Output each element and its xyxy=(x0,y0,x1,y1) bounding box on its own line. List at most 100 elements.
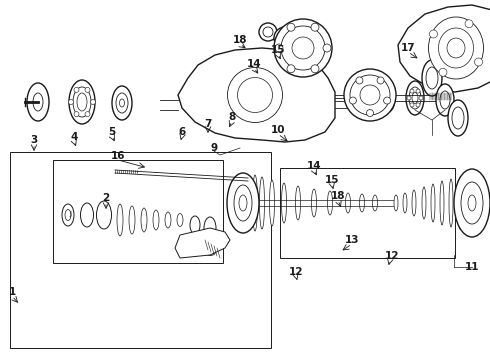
Ellipse shape xyxy=(406,81,424,115)
Ellipse shape xyxy=(129,206,135,234)
Text: 7: 7 xyxy=(204,119,212,129)
Ellipse shape xyxy=(274,27,296,49)
Ellipse shape xyxy=(428,17,484,79)
Ellipse shape xyxy=(80,203,94,227)
Ellipse shape xyxy=(259,23,277,41)
Circle shape xyxy=(367,109,373,117)
Circle shape xyxy=(323,44,331,52)
Ellipse shape xyxy=(263,27,273,37)
Text: 4: 4 xyxy=(70,132,78,142)
Ellipse shape xyxy=(234,185,252,221)
Ellipse shape xyxy=(360,85,380,105)
Ellipse shape xyxy=(281,183,287,223)
Circle shape xyxy=(416,89,420,93)
Circle shape xyxy=(419,96,423,100)
Ellipse shape xyxy=(461,182,483,224)
Ellipse shape xyxy=(452,107,464,129)
Ellipse shape xyxy=(165,212,171,228)
Ellipse shape xyxy=(454,169,490,237)
Ellipse shape xyxy=(403,193,407,213)
Circle shape xyxy=(410,103,414,107)
Text: 5: 5 xyxy=(108,127,116,137)
Ellipse shape xyxy=(141,208,147,232)
Circle shape xyxy=(91,99,96,104)
Ellipse shape xyxy=(422,60,442,96)
Ellipse shape xyxy=(449,179,453,227)
Ellipse shape xyxy=(204,217,216,239)
Ellipse shape xyxy=(436,84,454,116)
Ellipse shape xyxy=(270,180,274,226)
Text: 18: 18 xyxy=(233,35,247,45)
Ellipse shape xyxy=(190,216,200,234)
Text: 16: 16 xyxy=(111,151,125,161)
Ellipse shape xyxy=(439,28,473,68)
Text: 17: 17 xyxy=(401,43,416,53)
Text: 1: 1 xyxy=(8,287,16,297)
Ellipse shape xyxy=(65,210,71,220)
Circle shape xyxy=(416,103,420,107)
Circle shape xyxy=(356,77,363,84)
Ellipse shape xyxy=(381,84,395,112)
Text: 10: 10 xyxy=(271,125,285,135)
Circle shape xyxy=(287,23,295,31)
Ellipse shape xyxy=(350,75,390,115)
Ellipse shape xyxy=(278,32,292,45)
Ellipse shape xyxy=(440,91,450,109)
Ellipse shape xyxy=(77,93,87,111)
Bar xyxy=(53,160,223,263)
Circle shape xyxy=(429,30,438,38)
Text: 8: 8 xyxy=(228,112,236,122)
Ellipse shape xyxy=(372,195,377,211)
Ellipse shape xyxy=(412,93,418,104)
Ellipse shape xyxy=(204,248,216,256)
Ellipse shape xyxy=(327,191,333,215)
Ellipse shape xyxy=(345,193,350,213)
Circle shape xyxy=(349,97,356,104)
Text: 9: 9 xyxy=(210,143,218,153)
Bar xyxy=(280,168,455,258)
Ellipse shape xyxy=(360,194,365,212)
Circle shape xyxy=(69,99,74,104)
Ellipse shape xyxy=(239,195,247,211)
Ellipse shape xyxy=(73,87,91,117)
Ellipse shape xyxy=(196,245,204,251)
Text: 2: 2 xyxy=(102,193,110,203)
Text: 18: 18 xyxy=(331,191,345,201)
Bar xyxy=(10,152,271,348)
Ellipse shape xyxy=(274,19,332,77)
Text: 6: 6 xyxy=(178,127,186,137)
Circle shape xyxy=(407,96,411,100)
Ellipse shape xyxy=(440,181,444,225)
Circle shape xyxy=(465,20,473,28)
Text: 14: 14 xyxy=(307,161,321,171)
Ellipse shape xyxy=(33,93,43,111)
Ellipse shape xyxy=(227,68,283,122)
Ellipse shape xyxy=(394,195,398,211)
Text: 12: 12 xyxy=(385,251,399,261)
Text: 15: 15 xyxy=(271,45,285,55)
Ellipse shape xyxy=(422,187,426,219)
Circle shape xyxy=(85,87,90,93)
Text: 14: 14 xyxy=(246,59,261,69)
Text: 11: 11 xyxy=(465,262,479,272)
Ellipse shape xyxy=(260,177,265,229)
Ellipse shape xyxy=(431,184,435,222)
Ellipse shape xyxy=(97,201,112,229)
Ellipse shape xyxy=(120,99,124,107)
Ellipse shape xyxy=(238,77,272,113)
Circle shape xyxy=(311,65,319,73)
Ellipse shape xyxy=(252,175,258,231)
Circle shape xyxy=(377,77,384,84)
Ellipse shape xyxy=(426,67,438,89)
Text: 3: 3 xyxy=(30,135,38,145)
Circle shape xyxy=(474,58,483,66)
Ellipse shape xyxy=(27,83,49,121)
Ellipse shape xyxy=(458,177,462,229)
Ellipse shape xyxy=(312,189,317,217)
Ellipse shape xyxy=(384,90,392,106)
Text: 12: 12 xyxy=(289,267,303,277)
Ellipse shape xyxy=(62,204,74,226)
Circle shape xyxy=(85,112,90,117)
Circle shape xyxy=(410,89,414,93)
Text: J: J xyxy=(69,211,71,217)
